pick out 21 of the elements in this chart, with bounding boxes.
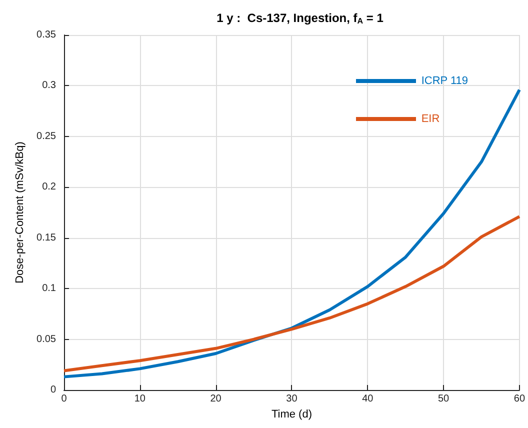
line-series [62,215,521,372]
y-axis-title: Dose-per-Content (mSv/kBq) [14,142,26,284]
line-series [62,88,521,378]
x-tick-label: 0 [61,394,68,404]
x-tick-label: 10 [134,394,146,404]
text: EIR [421,113,440,125]
x-axis-title: Time (d) [271,408,312,420]
y-tick-label: 0.35 [36,30,56,40]
x-tick-label: 40 [362,394,374,404]
x-tick-label: 50 [438,394,450,404]
x-tick-label: 60 [514,394,526,404]
y-tick-label: 0.2 [42,182,56,193]
x-tick-label: 20 [210,394,222,404]
x-tick-label: 30 [286,394,298,404]
y-tick-label: 0 [50,384,56,396]
y-tick-label: 0.25 [36,130,56,142]
y-tick-label: 0.15 [36,232,56,244]
text: ICRP 119 [421,75,468,87]
y-tick-label: 0.05 [36,334,56,345]
y-tick-label: 0.1 [42,283,56,294]
y-tick-label: 0.3 [42,80,56,92]
